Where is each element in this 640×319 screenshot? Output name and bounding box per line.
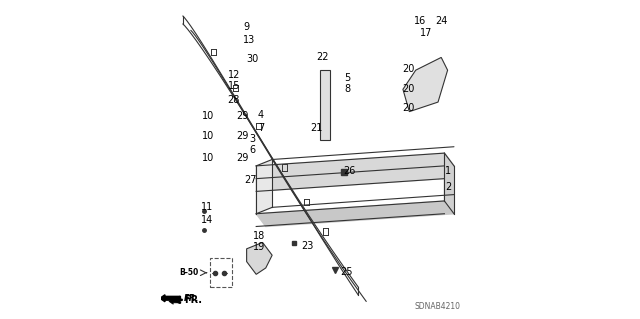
Text: 30: 30 (246, 54, 259, 64)
Text: 23: 23 (301, 241, 314, 251)
Text: 26: 26 (343, 166, 356, 176)
Text: 9: 9 (243, 22, 250, 32)
Text: 29: 29 (236, 111, 248, 122)
Text: 6: 6 (250, 145, 255, 155)
Text: 1: 1 (445, 166, 451, 176)
Text: 27: 27 (244, 175, 257, 185)
Text: 15: 15 (228, 81, 241, 91)
Text: B-50: B-50 (180, 268, 199, 277)
Polygon shape (246, 242, 272, 274)
Polygon shape (256, 160, 272, 214)
Polygon shape (256, 153, 454, 191)
Text: 14: 14 (202, 215, 214, 225)
Text: 10: 10 (202, 111, 214, 122)
Polygon shape (444, 153, 454, 214)
Text: 20: 20 (402, 84, 414, 94)
FancyArrow shape (160, 295, 180, 302)
Text: 5: 5 (344, 73, 350, 83)
Polygon shape (256, 201, 454, 226)
Polygon shape (403, 57, 447, 112)
Text: 22: 22 (316, 52, 328, 63)
Text: 20: 20 (402, 63, 414, 74)
Text: 2: 2 (445, 182, 452, 192)
Text: 17: 17 (420, 28, 432, 39)
Text: 11: 11 (202, 202, 214, 212)
Text: 18: 18 (253, 231, 266, 241)
Polygon shape (165, 293, 181, 296)
Text: 3: 3 (250, 134, 255, 144)
Text: 25: 25 (340, 267, 353, 277)
Text: FR.: FR. (184, 294, 199, 303)
Text: 29: 29 (236, 130, 248, 141)
Text: 13: 13 (243, 35, 256, 45)
Text: 21: 21 (310, 122, 323, 133)
Text: 7: 7 (258, 122, 264, 133)
Text: 10: 10 (202, 130, 214, 141)
Text: SDNAB4210: SDNAB4210 (414, 302, 460, 311)
Text: 16: 16 (413, 16, 426, 26)
Text: 10: 10 (202, 153, 214, 163)
Text: 28: 28 (227, 95, 240, 106)
Text: 8: 8 (344, 84, 350, 94)
Text: 29: 29 (236, 153, 248, 163)
Text: 12: 12 (228, 70, 241, 80)
Text: 20: 20 (402, 103, 414, 114)
Text: 4: 4 (258, 110, 264, 120)
Text: 24: 24 (435, 16, 447, 26)
Text: FR.: FR. (184, 295, 202, 305)
Text: 19: 19 (253, 242, 266, 252)
Polygon shape (320, 70, 330, 140)
